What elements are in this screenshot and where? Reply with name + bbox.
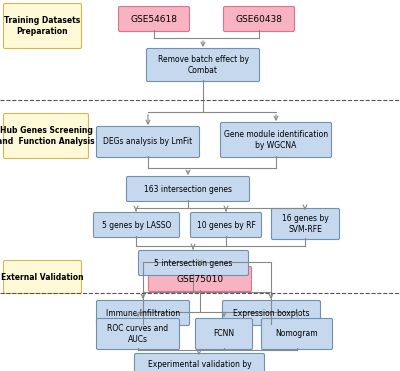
FancyBboxPatch shape: [4, 260, 82, 293]
FancyBboxPatch shape: [148, 266, 252, 292]
FancyBboxPatch shape: [4, 114, 88, 158]
FancyBboxPatch shape: [4, 3, 82, 49]
Text: 163 intersection genes: 163 intersection genes: [144, 184, 232, 194]
Text: Immune Infiltration: Immune Infiltration: [106, 309, 180, 318]
Text: 16 genes by
SVM-RFE: 16 genes by SVM-RFE: [282, 214, 329, 234]
FancyBboxPatch shape: [96, 127, 200, 158]
FancyBboxPatch shape: [262, 318, 332, 349]
Text: External Validation: External Validation: [1, 273, 84, 282]
Text: DEGs analysis by LmFit: DEGs analysis by LmFit: [103, 138, 193, 147]
Text: Remove batch effect by
Combat: Remove batch effect by Combat: [158, 55, 248, 75]
Text: Nomogram: Nomogram: [276, 329, 318, 338]
Text: 5 intersection genes: 5 intersection genes: [154, 259, 233, 267]
Text: GSE60438: GSE60438: [236, 14, 282, 23]
FancyBboxPatch shape: [118, 7, 190, 32]
Text: 10 genes by RF: 10 genes by RF: [196, 220, 256, 230]
Text: FCNN: FCNN: [214, 329, 234, 338]
FancyBboxPatch shape: [138, 250, 248, 276]
FancyBboxPatch shape: [272, 209, 340, 240]
Text: Training Datasets
Preparation: Training Datasets Preparation: [4, 16, 81, 36]
Text: Expression boxplots: Expression boxplots: [233, 309, 310, 318]
FancyBboxPatch shape: [190, 213, 262, 237]
FancyBboxPatch shape: [224, 7, 294, 32]
FancyBboxPatch shape: [96, 318, 180, 349]
Text: Experimental validation by
qRT-PCR: Experimental validation by qRT-PCR: [148, 360, 251, 371]
FancyBboxPatch shape: [146, 49, 260, 82]
FancyBboxPatch shape: [220, 122, 332, 158]
Text: GSE75010: GSE75010: [176, 275, 224, 283]
FancyBboxPatch shape: [222, 301, 320, 325]
Text: ROC curves and
AUCs: ROC curves and AUCs: [108, 324, 168, 344]
Text: Hub Genes Screening
and  Function Analysis: Hub Genes Screening and Function Analysi…: [0, 126, 95, 146]
FancyBboxPatch shape: [126, 177, 250, 201]
FancyBboxPatch shape: [96, 301, 190, 325]
Text: 5 genes by LASSO: 5 genes by LASSO: [102, 220, 171, 230]
Text: GSE54618: GSE54618: [130, 14, 178, 23]
Text: Gene module identification
by WGCNA: Gene module identification by WGCNA: [224, 130, 328, 150]
FancyBboxPatch shape: [94, 213, 180, 237]
FancyBboxPatch shape: [196, 318, 252, 349]
FancyBboxPatch shape: [134, 354, 264, 371]
